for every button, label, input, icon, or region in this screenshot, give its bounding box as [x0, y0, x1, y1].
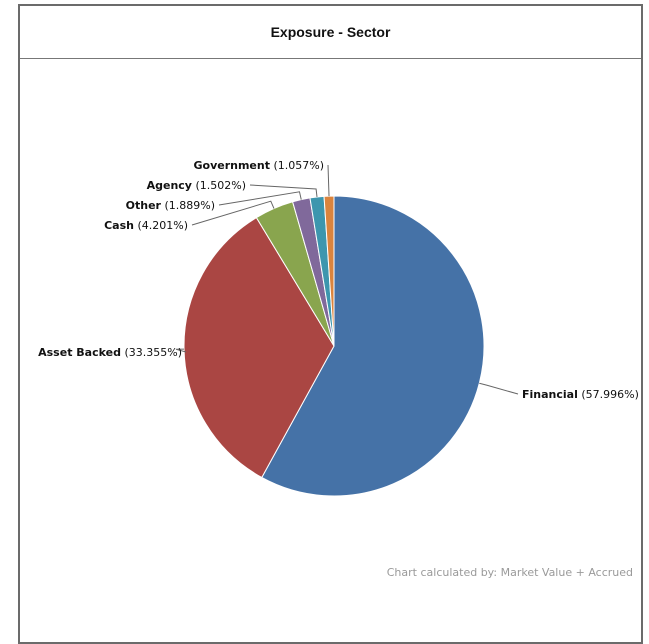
slice-label-financial: Financial (57.996%) — [522, 388, 639, 401]
chart-footnote: Chart calculated by: Market Value + Accr… — [387, 566, 633, 579]
leader-line-financial — [479, 382, 519, 395]
leader-line-other — [218, 191, 302, 206]
exposure-sector-panel: Exposure - Sector Financial (57.996%) Ass… — [18, 4, 643, 644]
pie-slice-government[interactable] — [323, 195, 335, 347]
leader-line-asset-backed — [175, 348, 187, 353]
slice-label-asset-backed: Asset Backed (33.355%) — [38, 346, 182, 359]
leader-line-government — [327, 164, 330, 197]
panel-title: Exposure - Sector — [20, 6, 641, 59]
slice-label-cash: Cash (4.201%) — [104, 219, 188, 232]
pie-chart: Financial (57.996%) Asset Backed (33.355%… — [38, 159, 639, 579]
slice-label-other: Other (1.889%) — [126, 199, 215, 212]
slice-label-agency: Agency (1.502%) — [147, 179, 246, 192]
slice-label-government: Government (1.057%) — [193, 159, 324, 172]
leader-line-cash — [191, 200, 275, 226]
chart-area: Financial (57.996%) Asset Backed (33.355%… — [20, 59, 641, 644]
pie-slice-asset-backed[interactable] — [183, 216, 335, 479]
leader-line-agency — [249, 184, 318, 198]
